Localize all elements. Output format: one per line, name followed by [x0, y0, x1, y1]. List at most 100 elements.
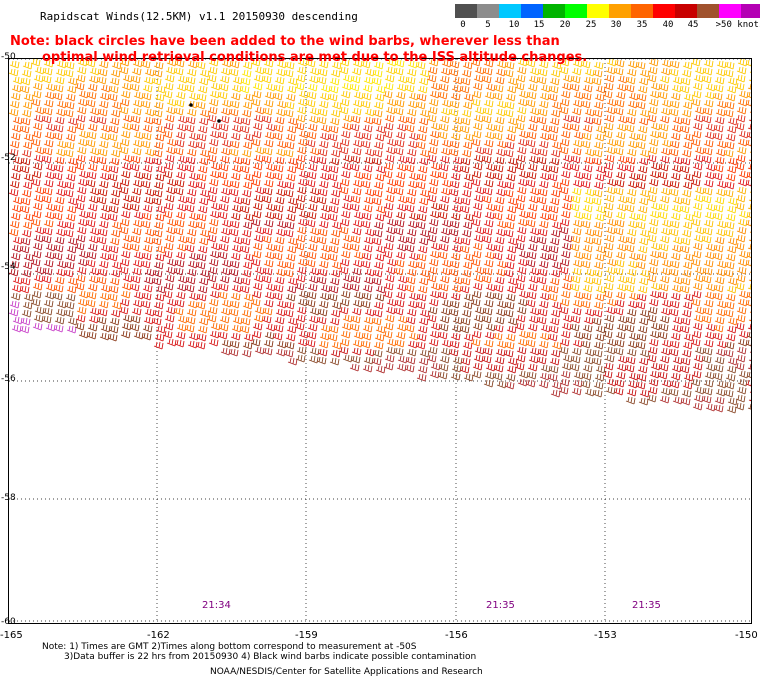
wind-barb — [56, 60, 67, 69]
wind-barb — [483, 139, 494, 148]
wind-barb — [547, 373, 558, 382]
wind-barb — [386, 98, 397, 107]
wind-barb — [747, 323, 751, 330]
wind-barb — [494, 316, 505, 325]
wind-barb — [162, 210, 173, 219]
wind-barb — [42, 147, 53, 156]
wind-barb — [572, 179, 583, 188]
wind-barb — [463, 373, 474, 382]
wind-barb — [558, 106, 569, 115]
wind-barb — [44, 291, 55, 300]
wind-barb — [505, 173, 516, 182]
wind-barb — [329, 277, 340, 286]
wind-barb — [580, 100, 591, 109]
wind-barb — [318, 220, 329, 229]
wind-barb — [485, 363, 496, 372]
wind-barb — [734, 362, 745, 371]
wind-barb — [747, 203, 751, 210]
wind-barb — [606, 218, 617, 227]
wind-barb — [162, 290, 173, 299]
wind-barb — [527, 123, 538, 132]
wind-barb — [617, 195, 628, 204]
wind-barb — [417, 365, 428, 374]
wind-barb — [307, 283, 318, 292]
wind-barb — [206, 114, 217, 123]
wind-barb — [702, 67, 713, 76]
wind-barb — [591, 357, 602, 366]
wind-barb — [679, 85, 690, 94]
wind-barb — [441, 299, 452, 308]
wind-barb — [219, 155, 230, 164]
wind-barb — [373, 141, 384, 150]
wind-barb — [330, 309, 341, 318]
wind-barb — [635, 101, 646, 110]
wind-barb — [384, 354, 395, 363]
wind-barb — [548, 205, 559, 214]
wind-barb — [220, 67, 231, 76]
wind-barb — [448, 228, 459, 237]
wind-barb — [350, 275, 361, 284]
wind-barb — [141, 212, 152, 221]
wind-barb — [364, 68, 375, 77]
wind-barb — [242, 301, 253, 310]
wind-barb — [660, 147, 671, 156]
wind-barb — [44, 91, 55, 100]
wind-barb — [140, 100, 151, 109]
wind-barb — [683, 333, 694, 342]
wind-barb — [558, 386, 569, 395]
wind-barb — [144, 108, 155, 117]
wind-barb — [186, 108, 197, 117]
wind-barb — [692, 282, 703, 291]
wind-barb — [206, 234, 217, 243]
wind-barb — [693, 314, 704, 323]
wind-barb — [528, 195, 539, 204]
wind-barb — [261, 195, 272, 204]
wind-barb — [559, 218, 570, 227]
wind-barb — [331, 261, 342, 270]
wind-barb — [747, 363, 751, 370]
wind-barb — [724, 141, 735, 150]
wind-barb — [393, 227, 404, 236]
wind-barb — [481, 115, 492, 124]
wind-barb — [9, 220, 20, 229]
wind-barb — [551, 221, 562, 230]
wind-barb — [459, 325, 470, 334]
wind-barb — [716, 380, 727, 389]
wind-barb — [417, 165, 428, 174]
wind-barb — [209, 170, 220, 179]
wind-barb — [199, 69, 210, 78]
wind-barb — [747, 163, 751, 170]
wind-barb — [614, 259, 625, 268]
wind-barb — [638, 157, 649, 166]
wind-barb — [383, 242, 394, 251]
wind-barb — [507, 317, 518, 326]
wind-barb — [362, 364, 373, 373]
wind-barb — [515, 154, 526, 163]
wind-barb — [503, 229, 514, 238]
wind-barb — [54, 116, 65, 125]
wind-barb — [371, 157, 382, 166]
wind-barb — [591, 117, 602, 126]
wind-barb — [120, 210, 131, 219]
wind-barb — [230, 212, 241, 221]
wind-barb — [647, 186, 658, 195]
wind-barb — [671, 164, 682, 173]
wind-barb — [217, 131, 228, 140]
wind-barb — [659, 115, 670, 124]
wind-barb — [253, 234, 264, 243]
wind-barb — [152, 109, 163, 118]
wind-barb — [560, 210, 571, 219]
wind-barb — [492, 332, 503, 341]
wind-barb — [595, 125, 606, 134]
wind-barb — [254, 226, 265, 235]
wind-barb — [591, 277, 602, 286]
wind-barb — [9, 108, 19, 117]
wind-barb — [628, 252, 639, 261]
wind-barb — [118, 106, 129, 115]
wind-barb — [671, 124, 682, 133]
wind-barb — [550, 389, 561, 398]
wind-barb — [705, 123, 716, 132]
wind-barb — [77, 258, 88, 267]
wind-barb — [713, 164, 724, 173]
wind-barb — [493, 244, 504, 253]
